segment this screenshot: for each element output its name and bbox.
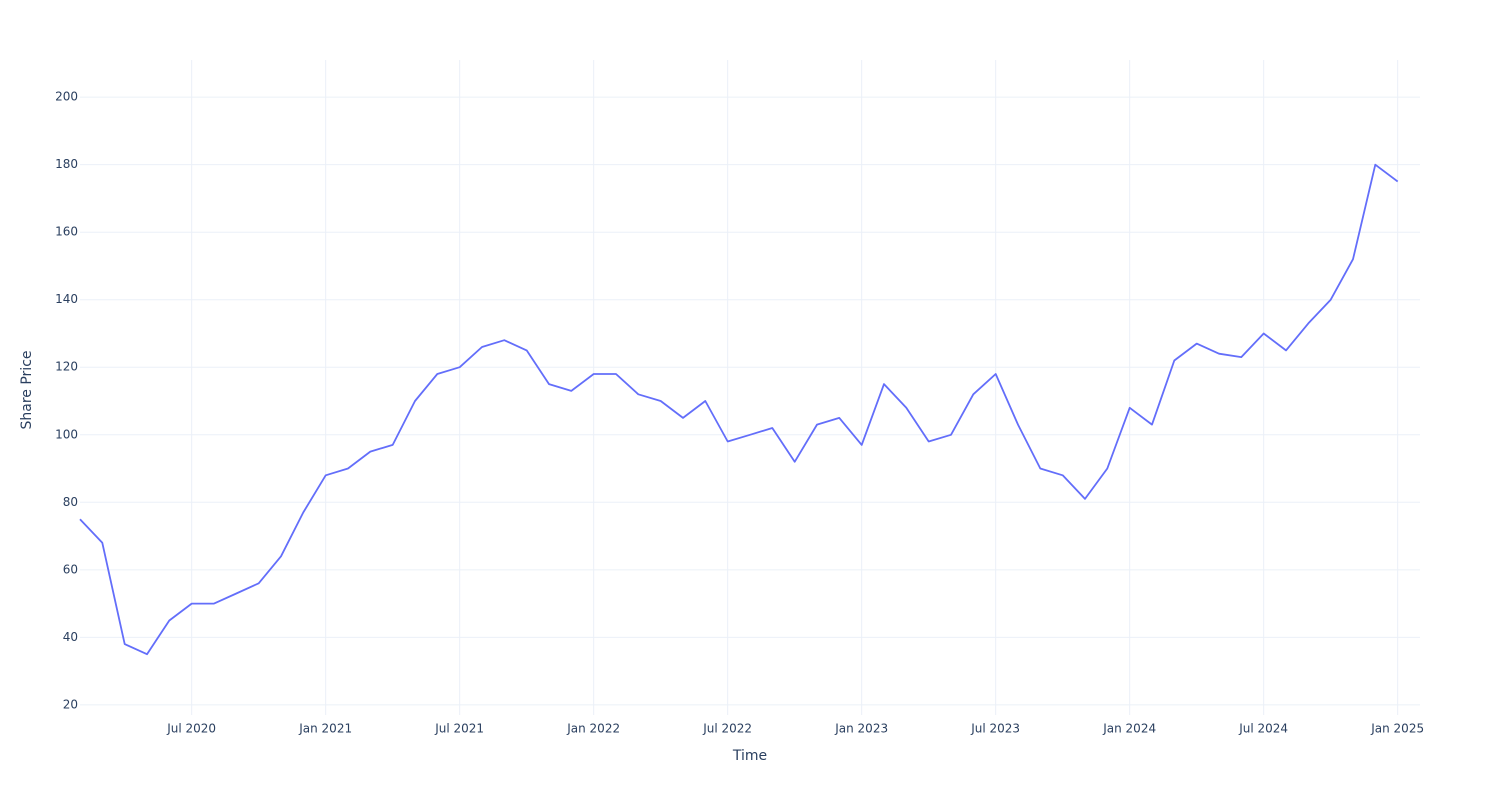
x-tick-label: Jan 2023 bbox=[834, 722, 888, 736]
x-tick-label: Jul 2021 bbox=[434, 722, 484, 736]
y-tick-label: 40 bbox=[63, 630, 78, 644]
y-tick-label: 140 bbox=[55, 292, 78, 306]
y-tick-label: 180 bbox=[55, 157, 78, 171]
x-tick-label: Jul 2020 bbox=[166, 722, 216, 736]
x-axis-title: Time bbox=[732, 748, 767, 764]
x-tick-label: Jan 2024 bbox=[1102, 722, 1156, 736]
y-tick-label: 100 bbox=[55, 427, 78, 441]
x-tick-label: Jan 2025 bbox=[1370, 722, 1424, 736]
y-tick-label: 60 bbox=[63, 562, 78, 576]
y-tick-label: 120 bbox=[55, 360, 78, 374]
x-tick-label: Jul 2022 bbox=[702, 722, 752, 736]
y-axis-title: Share Price bbox=[19, 350, 35, 429]
y-tick-label: 200 bbox=[55, 90, 78, 104]
x-tick-label: Jul 2023 bbox=[970, 722, 1020, 736]
y-tick-label: 80 bbox=[63, 495, 78, 509]
y-tick-label: 160 bbox=[55, 225, 78, 239]
x-tick-label: Jul 2024 bbox=[1238, 722, 1288, 736]
price-line bbox=[79, 163, 1399, 656]
y-tick-label: 20 bbox=[63, 697, 78, 711]
x-tick-label: Jan 2022 bbox=[566, 722, 620, 736]
x-tick-label: Jan 2021 bbox=[298, 722, 352, 736]
